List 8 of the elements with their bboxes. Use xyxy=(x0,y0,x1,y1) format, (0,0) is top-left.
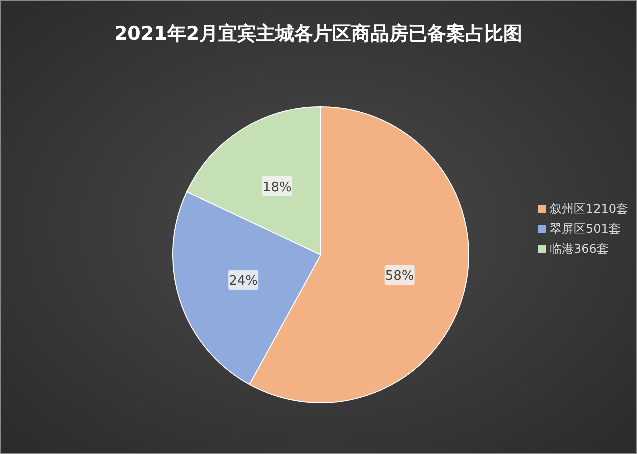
legend-item: 翠屏区501套 xyxy=(538,222,621,236)
data-label: 18% xyxy=(262,180,292,196)
legend-label: 临港366套 xyxy=(550,242,609,256)
data-label: 24% xyxy=(229,274,258,290)
legend-item: 临港366套 xyxy=(538,242,609,256)
legend-item: 叙州区1210套 xyxy=(538,202,629,216)
data-label: 58% xyxy=(385,269,414,284)
chart-title: 2021年2月宜宾主城各片区商品房已备案占比图 xyxy=(114,23,523,45)
